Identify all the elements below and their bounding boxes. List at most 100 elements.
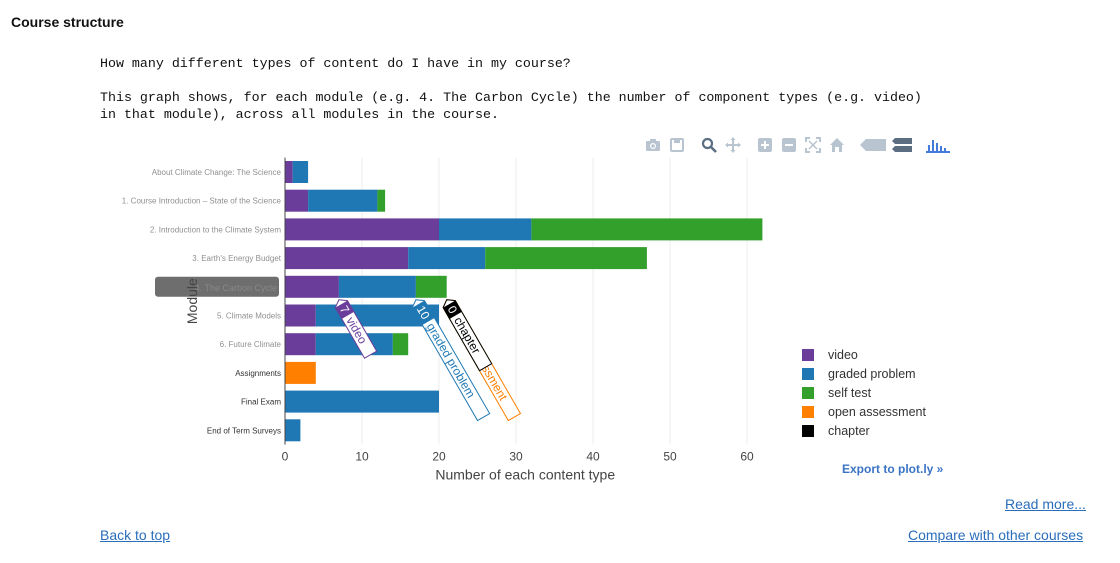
bar-video xyxy=(285,189,309,212)
camera-icon[interactable] xyxy=(644,136,662,154)
plot-modebar xyxy=(644,136,956,154)
hover-label-value: 4 xyxy=(445,303,461,316)
y-tick-label: 3. Earth's Energy Budget xyxy=(192,254,281,263)
bar-self-test xyxy=(392,333,409,356)
legend-swatch xyxy=(802,348,814,361)
x-tick-label: 30 xyxy=(509,450,523,464)
bar-graded-problem xyxy=(439,218,532,241)
legend-item-chapter[interactable]: chapter xyxy=(802,421,926,440)
bar-self-test xyxy=(377,189,386,212)
y-tick-label: Final Exam xyxy=(241,398,281,407)
hover-label-name: graded problem xyxy=(424,321,478,401)
bar-self-test xyxy=(415,275,447,298)
x-tick-label: 50 xyxy=(663,450,677,464)
hover-label-value-box xyxy=(443,300,462,319)
bar-graded-problem xyxy=(408,247,486,270)
bar-graded-problem xyxy=(285,419,301,442)
x-tick-label: 40 xyxy=(586,450,600,464)
category-hover-box xyxy=(155,276,279,297)
bar-graded-problem xyxy=(292,161,309,183)
legend-item-self-test[interactable]: self test xyxy=(802,383,926,402)
bar-video xyxy=(285,333,316,356)
hover-label-value: 0 xyxy=(445,303,461,316)
hover-label-box xyxy=(442,299,522,422)
legend-item-graded-problem[interactable]: graded problem xyxy=(802,364,926,383)
back-to-top-link[interactable]: Back to top xyxy=(100,527,171,543)
bar-self-test xyxy=(485,247,647,270)
export-plotly-link[interactable]: Export to plot.ly » xyxy=(842,462,944,476)
x-tick-label: 60 xyxy=(740,450,754,464)
legend-item-video[interactable]: video xyxy=(802,345,926,364)
bar-video xyxy=(285,218,439,241)
bar-graded-problem xyxy=(338,275,416,298)
hover-label-box xyxy=(411,299,491,422)
hover-label-value-box xyxy=(335,300,354,319)
zoom-out-icon[interactable] xyxy=(780,136,798,154)
question-text: How many different types of content do I… xyxy=(100,56,571,71)
legend-label: chapter xyxy=(828,423,870,438)
save-icon[interactable] xyxy=(668,136,686,154)
legend-label: graded problem xyxy=(828,366,916,381)
hover-label-name: chapter xyxy=(451,314,483,356)
plotly-logo-icon[interactable] xyxy=(926,136,950,154)
hover-label-name: open assessment xyxy=(451,314,510,403)
legend-label: video xyxy=(828,347,858,362)
bar-graded-problem xyxy=(308,189,378,212)
bar-video xyxy=(285,161,293,183)
x-tick-label: 0 xyxy=(282,450,289,464)
bar-graded-problem xyxy=(315,304,439,327)
y-tick-label: 4. The Carbon Cycle xyxy=(195,283,277,293)
description-line-1: This graph shows, for each module (e.g. … xyxy=(100,90,922,105)
y-tick-label: About Climate Change: The Science xyxy=(152,168,282,177)
description-line-2: in that module), across all modules in t… xyxy=(100,107,499,122)
legend-swatch xyxy=(802,405,814,418)
x-tick-label: 10 xyxy=(355,450,369,464)
chart-legend: video graded problem self test open assessm… xyxy=(802,345,926,440)
x-axis-title: Number of each content type xyxy=(435,467,615,483)
zoom-in-icon[interactable] xyxy=(756,136,774,154)
pan-icon[interactable] xyxy=(724,136,742,154)
compare-courses-link[interactable]: Compare with other courses xyxy=(908,527,1084,543)
x-tick-label: 20 xyxy=(432,450,446,464)
y-tick-label: Assignments xyxy=(235,369,281,378)
legend-item-open-assessment[interactable]: open assessment xyxy=(802,402,926,421)
bar-video xyxy=(285,304,316,327)
legend-label: open assessment xyxy=(828,404,926,419)
hover-label-value: 7 xyxy=(337,303,353,316)
hover-label-value-box xyxy=(443,300,462,319)
y-tick-label: 6. Future Climate xyxy=(220,340,282,349)
legend-swatch xyxy=(802,386,814,399)
y-axis-title: Module xyxy=(184,278,200,324)
bar-open-assessment xyxy=(285,361,316,384)
hover-label-name: video xyxy=(343,314,370,346)
read-more-link[interactable]: Read more... xyxy=(1005,496,1086,512)
bar-self-test xyxy=(531,218,763,241)
bar-graded-problem xyxy=(285,390,439,413)
hover-label-name: self test xyxy=(451,314,484,357)
bar-video xyxy=(285,275,339,298)
y-tick-label: 5. Climate Models xyxy=(217,312,281,321)
hover-label-value-box xyxy=(443,300,462,319)
reset-axes-icon[interactable] xyxy=(828,136,846,154)
bar-video xyxy=(285,247,409,270)
hover-label-value-box xyxy=(412,300,435,325)
legend-swatch xyxy=(802,424,814,437)
bar-graded-problem xyxy=(315,333,393,356)
hover-closest-icon[interactable] xyxy=(860,136,886,154)
y-tick-label: 1. Course Introduction – State of the Sc… xyxy=(122,197,282,206)
zoom-icon[interactable] xyxy=(700,136,718,154)
hover-label-value: 0 xyxy=(445,303,461,316)
section-title: Course structure xyxy=(11,14,124,30)
hover-label-box xyxy=(442,299,500,384)
autoscale-icon[interactable] xyxy=(804,136,822,154)
hover-compare-icon[interactable] xyxy=(892,136,912,154)
hover-label-box xyxy=(442,299,493,372)
legend-label: self test xyxy=(828,385,872,400)
hover-label-value: 10 xyxy=(414,303,433,322)
